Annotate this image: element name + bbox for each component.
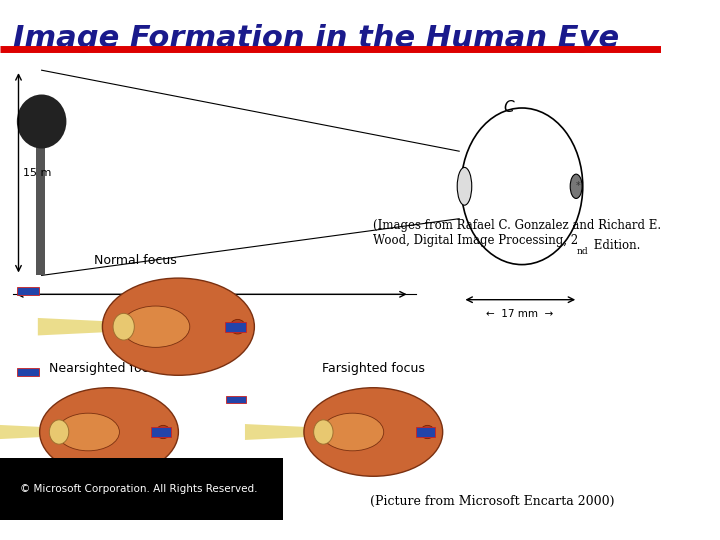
Ellipse shape <box>457 167 472 205</box>
Ellipse shape <box>570 174 582 199</box>
Text: (Images from Rafael C. Gonzalez and Richard E.
Wood, Digital Image Processing, 2: (Images from Rafael C. Gonzalez and Rich… <box>373 219 662 247</box>
Ellipse shape <box>40 388 179 476</box>
Ellipse shape <box>230 319 246 334</box>
Text: (Picture from Microsoft Encarta 2000): (Picture from Microsoft Encarta 2000) <box>370 495 614 508</box>
Text: *: * <box>576 181 580 191</box>
Ellipse shape <box>17 94 66 149</box>
Text: ←  17 mm  →: ← 17 mm → <box>486 309 554 319</box>
FancyBboxPatch shape <box>36 146 45 275</box>
Text: C: C <box>503 100 514 116</box>
FancyBboxPatch shape <box>17 287 40 295</box>
Text: 15 m: 15 m <box>23 168 52 178</box>
Text: Nearsighted focus: Nearsighted focus <box>49 362 163 375</box>
Text: © Microsoft Corporation. All Rights Reserved.: © Microsoft Corporation. All Rights Rese… <box>20 484 257 494</box>
Ellipse shape <box>102 278 254 375</box>
Ellipse shape <box>304 388 443 476</box>
FancyBboxPatch shape <box>415 428 435 436</box>
FancyBboxPatch shape <box>225 470 246 477</box>
Text: Image Formation in the Human Eye: Image Formation in the Human Eye <box>13 24 619 53</box>
Text: Edition.: Edition. <box>590 239 640 252</box>
FancyBboxPatch shape <box>225 396 246 403</box>
FancyBboxPatch shape <box>17 368 40 376</box>
Text: 100 m: 100 m <box>194 302 229 313</box>
Ellipse shape <box>113 313 135 340</box>
Ellipse shape <box>420 426 434 438</box>
Ellipse shape <box>156 426 170 438</box>
Text: Farsighted focus: Farsighted focus <box>322 362 425 375</box>
Ellipse shape <box>57 413 120 451</box>
Ellipse shape <box>462 108 582 265</box>
FancyBboxPatch shape <box>225 322 246 332</box>
FancyBboxPatch shape <box>151 428 171 436</box>
Ellipse shape <box>122 306 190 347</box>
Ellipse shape <box>50 420 69 444</box>
Ellipse shape <box>321 413 384 451</box>
Polygon shape <box>0 424 64 440</box>
Polygon shape <box>245 424 328 440</box>
Ellipse shape <box>314 420 333 444</box>
Polygon shape <box>38 318 129 335</box>
Text: nd: nd <box>577 247 588 256</box>
Text: Normal focus: Normal focus <box>94 254 177 267</box>
